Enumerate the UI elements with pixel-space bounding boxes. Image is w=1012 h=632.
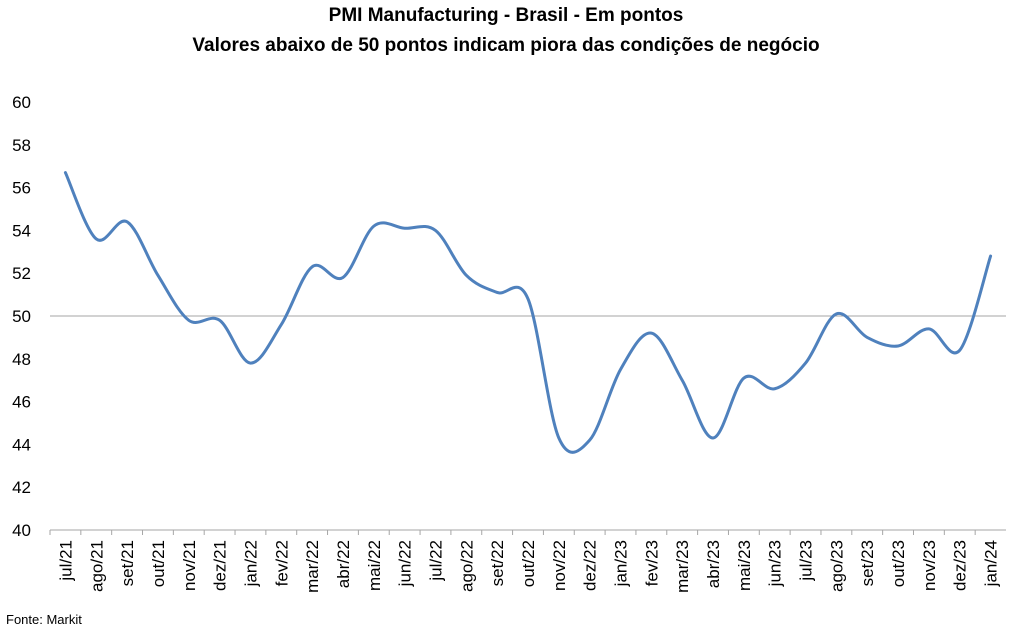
y-tick-label: 60 (12, 93, 31, 112)
x-tick-label: fev/22 (272, 540, 291, 586)
x-tick-label: jul/22 (426, 540, 445, 582)
y-tick-label: 44 (12, 435, 31, 454)
x-tick-label: nov/22 (550, 540, 569, 591)
y-tick-label: 42 (12, 478, 31, 497)
x-tick-label: dez/21 (211, 540, 230, 591)
x-tick-label: abr/23 (704, 540, 723, 588)
y-tick-label: 58 (12, 136, 31, 155)
x-tick-label: abr/22 (334, 540, 353, 588)
y-tick-label: 50 (12, 307, 31, 326)
x-tick-label: mai/23 (735, 540, 754, 591)
x-tick-label: fev/23 (642, 540, 661, 586)
x-tick-label: jul/21 (56, 540, 75, 582)
y-tick-label: 46 (12, 393, 31, 412)
x-tick-label: set/21 (118, 540, 137, 586)
x-tick-label: ago/22 (457, 540, 476, 592)
y-tick-label: 54 (12, 221, 31, 240)
x-tick-label: jan/22 (241, 540, 260, 587)
x-tick-label: out/21 (149, 540, 168, 587)
x-tick-label: dez/22 (581, 540, 600, 591)
x-tick-label: jan/23 (612, 540, 631, 587)
y-tick-label: 48 (12, 350, 31, 369)
x-tick-label: ago/21 (87, 540, 106, 592)
chart-subtitle: Valores abaixo de 50 pontos indicam pior… (192, 35, 820, 56)
x-tick-label: ago/23 (827, 540, 846, 592)
x-axis-ticks: jul/21 ago/21 set/21 out/21 nov/21 dez/21 jan/… (49, 530, 1001, 593)
chart-title: PMI Manufacturing - Brasil - Em pontos (328, 5, 684, 26)
series-line (63, 171, 993, 454)
x-tick-label: nov/23 (920, 540, 939, 591)
x-tick-label: nov/21 (180, 540, 199, 591)
y-axis-ticks: 40 42 44 46 48 50 52 54 56 58 60 (12, 93, 31, 540)
x-tick-label: jul/23 (797, 540, 816, 582)
x-tick-label: set/23 (858, 540, 877, 586)
x-tick-label: mar/23 (673, 540, 692, 593)
y-tick-label: 40 (12, 521, 31, 540)
x-tick-label: set/22 (488, 540, 507, 586)
x-tick-label: jun/23 (766, 540, 785, 587)
x-tick-label: dez/23 (951, 540, 970, 591)
source-note: Fonte: Markit (6, 612, 82, 627)
x-tick-label: out/23 (889, 540, 908, 587)
x-tick-label: mai/22 (365, 540, 384, 591)
x-tick-label: jan/24 (982, 540, 1001, 587)
y-tick-label: 56 (12, 179, 31, 198)
y-tick-label: 52 (12, 264, 31, 283)
x-tick-label: out/22 (519, 540, 538, 587)
x-tick-label: mar/22 (303, 540, 322, 593)
x-tick-label: jun/22 (396, 540, 415, 587)
